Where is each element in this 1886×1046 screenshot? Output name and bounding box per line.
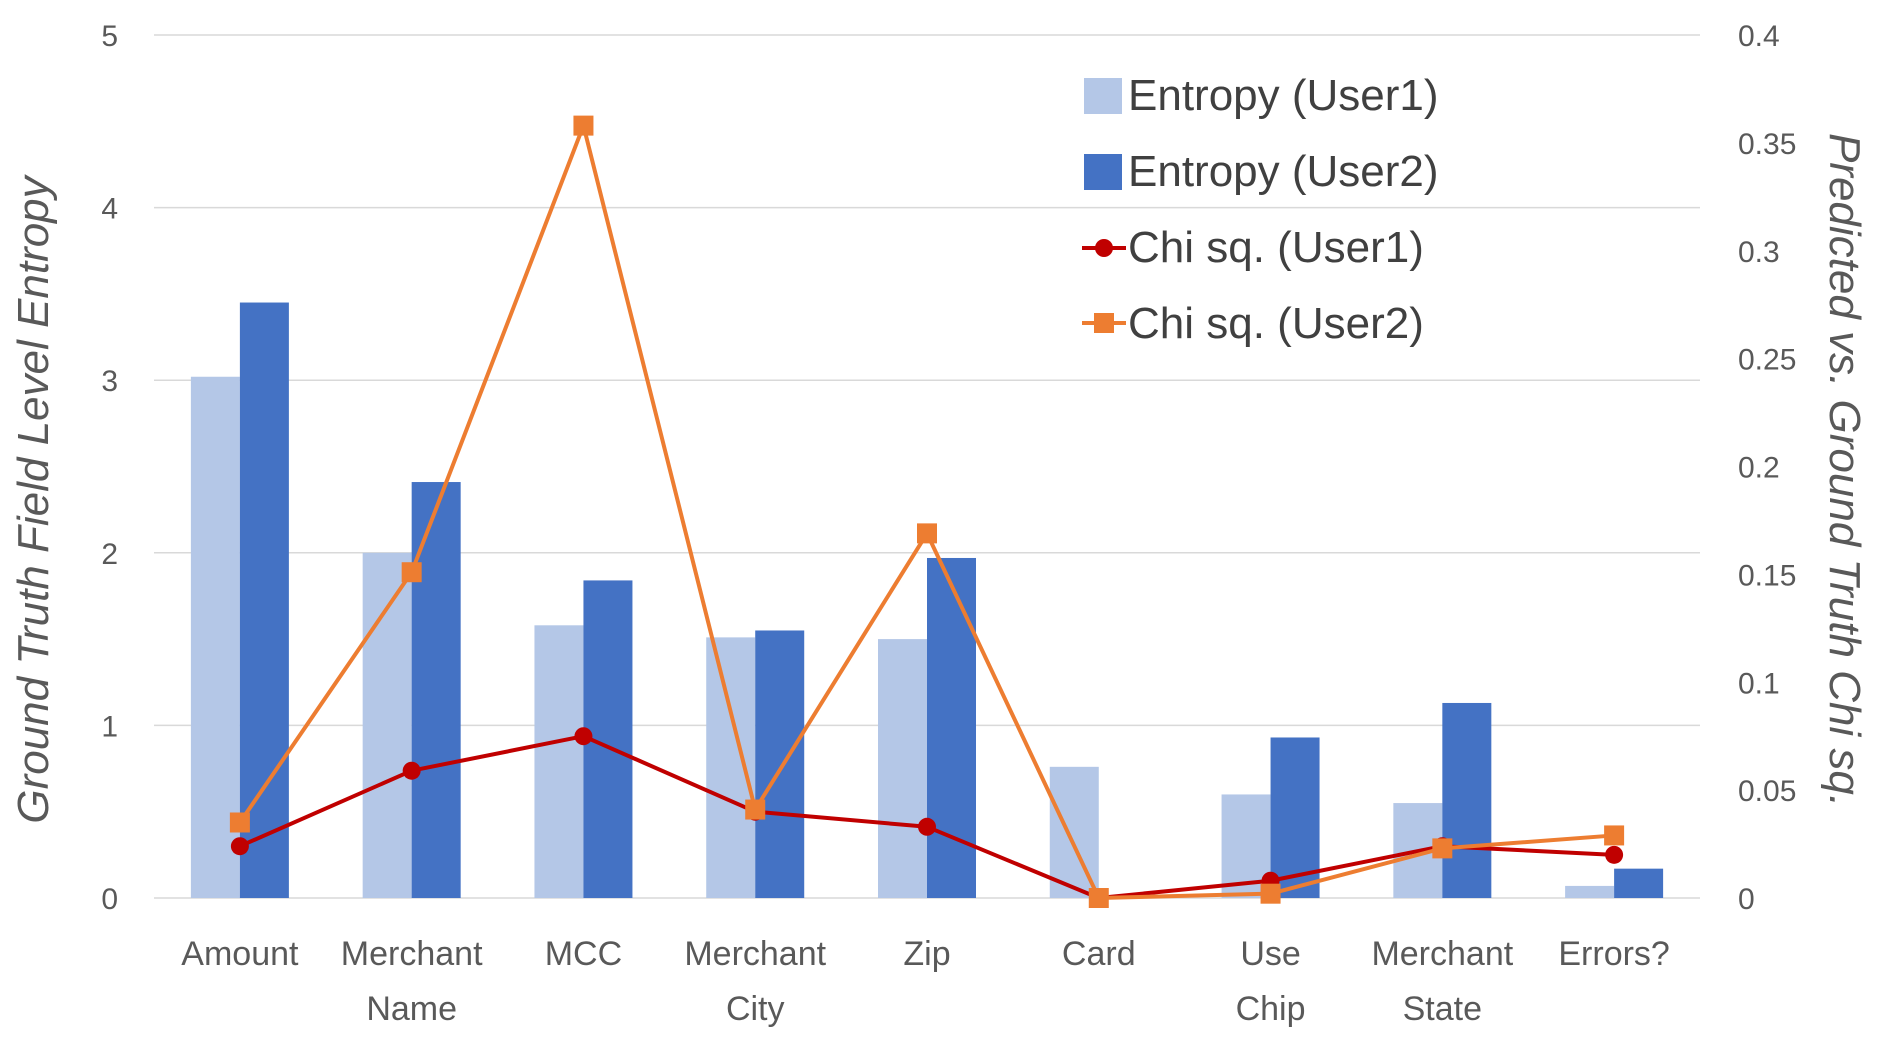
point-chisq-user2 (573, 115, 594, 136)
point-chisq-user2 (1604, 825, 1625, 846)
x-category-label: Merchant City (684, 935, 826, 1028)
x-category-label-line: City (726, 990, 785, 1028)
bar-entropy-user2 (239, 302, 289, 898)
y-right-axis-title: Predicted vs. Ground Truth Chi sq. (1820, 133, 1869, 807)
bar-entropy-user2 (927, 557, 976, 898)
y-left-tick-label: 3 (101, 365, 118, 398)
point-chisq-user2 (1088, 888, 1109, 908)
point-chisq-user1 (574, 727, 593, 746)
point-chisq-user2 (745, 799, 766, 820)
legend-swatch-entropy-user1 (1084, 78, 1122, 114)
point-chisq-user2 (229, 812, 250, 833)
legend-label-chisq-user1: Chi sq. (User1) (1128, 223, 1424, 272)
x-category-label: Card (1062, 935, 1136, 973)
point-chisq-user2 (917, 523, 937, 544)
legend-marker-chisq-user1 (1095, 239, 1113, 257)
x-category-label-line: Merchant (1371, 935, 1513, 973)
point-chisq-user1 (1605, 845, 1624, 864)
bar-entropy-user2 (1614, 868, 1664, 898)
bar-entropy-user1 (706, 637, 756, 898)
point-chisq-user2 (401, 562, 422, 583)
x-category-label-line: Merchant (341, 935, 483, 973)
y-right-tick-label: 0.4 (1738, 20, 1780, 53)
bar-entropy-user1 (878, 639, 927, 898)
x-category-label-line: Name (366, 990, 457, 1028)
x-category-label-line: Amount (181, 935, 299, 973)
x-category-label: Zip (903, 935, 950, 973)
y-right-tick-label: 0 (1738, 883, 1755, 916)
legend-marker-chisq-user2 (1094, 313, 1114, 333)
x-category-label: Use Chip (1236, 935, 1306, 1028)
bar-entropy-user2 (755, 630, 805, 898)
point-chisq-user2 (1260, 883, 1281, 904)
point-chisq-user1 (402, 761, 421, 780)
y-right-tick-label: 0.25 (1738, 344, 1796, 377)
y-right-tick-label: 0.2 (1738, 452, 1780, 485)
y-left-tick-label: 4 (101, 193, 118, 226)
y-right-tick-label: 0.35 (1738, 128, 1796, 161)
x-category-label: Merchant State (1371, 935, 1513, 1028)
bar-entropy-user2 (1442, 702, 1492, 898)
line-series (229, 115, 1625, 908)
y-left-tick-label: 5 (101, 20, 118, 53)
x-category-label-line: Zip (903, 935, 950, 973)
x-category-label-line: Errors? (1558, 935, 1669, 973)
legend-label-entropy-user1: Entropy (User1) (1128, 71, 1439, 120)
y-right-tick-label: 0.1 (1738, 667, 1780, 700)
bar-entropy-user2 (411, 482, 461, 898)
bars (190, 302, 1664, 898)
x-category-label-line: Chip (1236, 990, 1306, 1028)
category-labels: Amount Merchant Name MCC Merchant City Zip Card… (181, 935, 1670, 1028)
x-category-label-line: Use (1240, 935, 1300, 973)
point-chisq-user2 (1432, 838, 1453, 859)
y-left-tick-label: 2 (101, 538, 118, 571)
legend-label-entropy-user2: Entropy (User2) (1128, 147, 1439, 196)
x-category-label: Amount (181, 935, 299, 973)
y-left-tick-label: 1 (101, 710, 118, 743)
bar-entropy-user1 (190, 376, 240, 898)
x-category-label: Errors? (1558, 935, 1669, 973)
y-right-tick-label: 0.3 (1738, 236, 1780, 269)
legend: Entropy (User1) Entropy (User2) Chi sq. … (1082, 71, 1439, 348)
point-chisq-user1 (230, 837, 249, 856)
bar-entropy-user1 (1565, 885, 1615, 898)
point-chisq-user1 (918, 817, 936, 836)
x-category-label: MCC (545, 935, 622, 973)
axis-ticks: 0 1 2 3 4 5 0 0.05 0.1 0.15 0.2 0.25 0.3 0.35 0.4 (101, 20, 1796, 916)
legend-swatch-entropy-user2 (1084, 154, 1122, 190)
y-right-tick-label: 0.05 (1738, 775, 1796, 808)
x-category-label-line: Merchant (684, 935, 826, 973)
x-category-label-line: Card (1062, 935, 1136, 973)
x-category-label: Merchant Name (341, 935, 483, 1028)
y-left-tick-label: 0 (101, 883, 118, 916)
y-left-axis-title: Ground Truth Field Level Entropy (9, 173, 58, 823)
x-category-label-line: State (1403, 990, 1482, 1028)
y-right-tick-label: 0.15 (1738, 559, 1796, 592)
x-category-label-line: MCC (545, 935, 622, 973)
legend-label-chisq-user2: Chi sq. (User2) (1128, 299, 1424, 348)
bar-entropy-user1 (534, 625, 584, 898)
